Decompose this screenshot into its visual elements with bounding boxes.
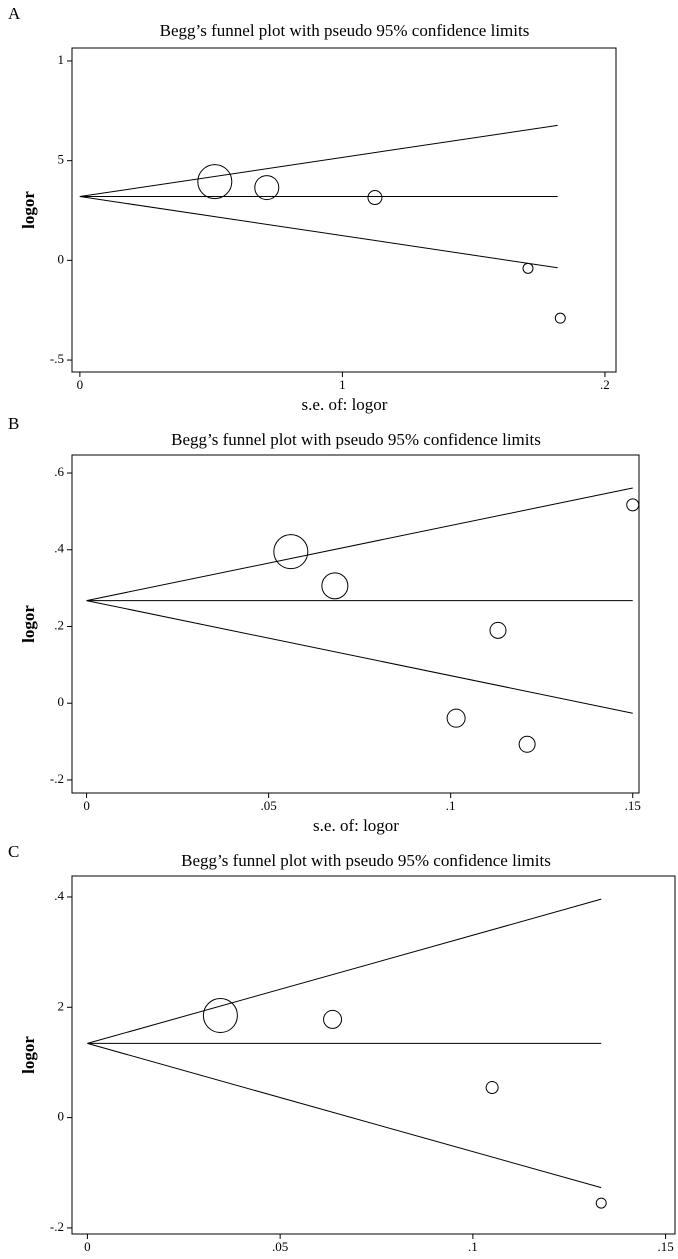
y-tick-label: 1 [58, 52, 65, 67]
chart-title: Begg’s funnel plot with pseudo 95% confi… [160, 21, 530, 40]
study-point [489, 621, 507, 639]
y-axis-title: logor [19, 191, 38, 229]
x-tick-label: .15 [657, 1239, 673, 1254]
y-axis-title: logor [19, 605, 38, 643]
study-point [446, 708, 466, 728]
study-point [273, 534, 309, 570]
y-axis-title: logor [19, 1036, 38, 1074]
y-tick-label: 0 [58, 694, 65, 709]
panel-label: C [8, 842, 19, 861]
study-point [626, 498, 640, 512]
study-point [554, 312, 566, 324]
x-tick-label: 0 [77, 377, 84, 392]
x-tick-label: .1 [468, 1239, 478, 1254]
y-tick-label: -.5 [50, 351, 64, 366]
x-tick-label: 1 [339, 377, 346, 392]
plot-frame [71, 454, 640, 794]
x-axis-title: s.e. of: logor [313, 816, 399, 835]
x-tick-label: 0 [83, 798, 90, 813]
x-axis-title: s.e. of: logor [302, 395, 388, 414]
study-point [522, 262, 534, 274]
study-point [254, 175, 280, 201]
y-tick-label: 5 [58, 152, 65, 167]
funnel-upper [87, 898, 602, 1044]
panel-label: A [8, 4, 21, 23]
funnel-lower [79, 196, 558, 269]
y-tick-label: -.2 [50, 771, 64, 786]
x-tick-label: .2 [600, 377, 610, 392]
study-point [323, 1009, 343, 1029]
y-tick-label: -.2 [50, 1219, 64, 1234]
study-point [202, 998, 238, 1034]
y-tick-label: 0 [58, 1109, 65, 1124]
study-point [197, 164, 233, 200]
funnel-lower [87, 1042, 602, 1189]
x-tick-label: .05 [260, 798, 276, 813]
study-point [321, 572, 349, 600]
panel-label: B [8, 414, 19, 433]
x-axis-title: s.e. of: logor [313, 1257, 399, 1259]
funnel-upper [86, 487, 633, 602]
y-tick-label: .4 [54, 541, 64, 556]
funnel-upper [79, 124, 558, 198]
plot-frame [71, 875, 676, 1235]
plot-frame [71, 47, 617, 373]
y-tick-label: .6 [54, 464, 64, 479]
study-point [485, 1081, 499, 1095]
y-tick-label: .2 [54, 617, 64, 632]
study-point [367, 190, 383, 206]
x-tick-label: .05 [272, 1239, 288, 1254]
x-tick-label: 0 [84, 1239, 91, 1254]
chart-title: Begg’s funnel plot with pseudo 95% confi… [171, 430, 541, 449]
y-tick-label: 2 [58, 998, 65, 1013]
x-tick-label: .15 [625, 798, 641, 813]
study-point [595, 1197, 607, 1209]
x-tick-label: .1 [446, 798, 456, 813]
study-point [518, 735, 536, 753]
funnel-lower [86, 600, 633, 714]
y-tick-label: 0 [58, 251, 65, 266]
y-tick-label: .4 [54, 888, 64, 903]
chart-title: Begg’s funnel plot with pseudo 95% confi… [181, 851, 551, 870]
